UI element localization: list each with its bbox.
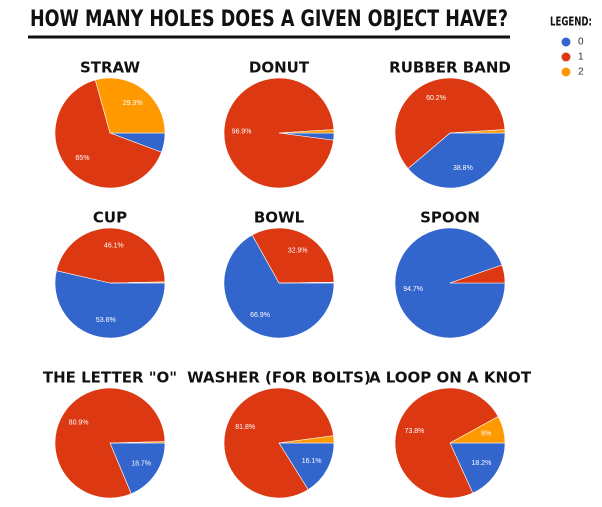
legend-swatch bbox=[561, 67, 571, 77]
slice-label: 65% bbox=[75, 155, 89, 162]
legend-label: 2 bbox=[578, 67, 584, 78]
pie-slice bbox=[56, 227, 166, 284]
pie-title: BOWL bbox=[254, 209, 305, 227]
pie-title: CUP bbox=[93, 209, 127, 227]
page-title: HOW MANY HOLES DOES A GIVEN OBJECT HAVE? bbox=[30, 7, 508, 32]
pie-title: A LOOP ON A KNOT bbox=[369, 369, 532, 387]
pie-slice bbox=[109, 441, 166, 444]
legend-label: 0 bbox=[578, 37, 584, 48]
pie-title: RUBBER BAND bbox=[389, 59, 511, 77]
slice-label: 81.8% bbox=[235, 424, 255, 431]
slice-label: 16.1% bbox=[302, 458, 322, 465]
pie-title: STRAW bbox=[80, 59, 141, 77]
pie-slice bbox=[394, 77, 506, 170]
slice-label: 60.2% bbox=[426, 95, 446, 102]
legend-swatch bbox=[561, 52, 571, 62]
slice-label: 94.7% bbox=[403, 286, 423, 293]
legend-swatch bbox=[561, 37, 571, 47]
pie-slice bbox=[54, 79, 162, 189]
pie-slice bbox=[223, 387, 334, 499]
slice-label: 73.8% bbox=[405, 428, 425, 435]
pie-slice bbox=[278, 435, 335, 444]
pie-slice bbox=[109, 281, 166, 284]
pie-slice bbox=[109, 442, 166, 495]
slice-label: 66.9% bbox=[250, 312, 270, 319]
slice-label: 38.8% bbox=[453, 165, 473, 172]
pie-slice bbox=[278, 442, 335, 491]
pie-slice bbox=[223, 234, 335, 339]
pie-slice bbox=[449, 416, 506, 444]
slice-label: 18.2% bbox=[472, 460, 492, 467]
pie-slice bbox=[449, 264, 506, 284]
pie-title: DONUT bbox=[249, 59, 310, 77]
pie-slice bbox=[94, 77, 166, 134]
slice-label: 18.7% bbox=[131, 461, 151, 468]
slice-label: 29.3% bbox=[123, 100, 143, 107]
slice-label: 80.9% bbox=[69, 420, 89, 427]
slice-label: 96.9% bbox=[232, 129, 252, 136]
pie-slice bbox=[251, 227, 335, 284]
slice-label: 32.9% bbox=[288, 247, 308, 254]
pie-slice bbox=[278, 282, 335, 284]
pie-slice bbox=[278, 129, 335, 134]
slice-label: 53.6% bbox=[96, 317, 116, 324]
pie-slice bbox=[394, 387, 499, 499]
pie-slice bbox=[54, 270, 166, 339]
pie-slice bbox=[449, 442, 506, 494]
slice-label: 8% bbox=[481, 431, 491, 438]
pie-slice bbox=[407, 132, 506, 189]
slice-label: 46.1% bbox=[104, 243, 124, 250]
pie-title: WASHER (FOR BOLTS) bbox=[187, 369, 371, 387]
pie-title: SPOON bbox=[420, 209, 480, 227]
pie-slice bbox=[449, 129, 506, 134]
pie-slice bbox=[223, 77, 335, 189]
legend-label: 1 bbox=[578, 52, 584, 63]
pie-title: THE LETTER "O" bbox=[43, 369, 177, 387]
legend-title: LEGEND: bbox=[550, 15, 592, 29]
